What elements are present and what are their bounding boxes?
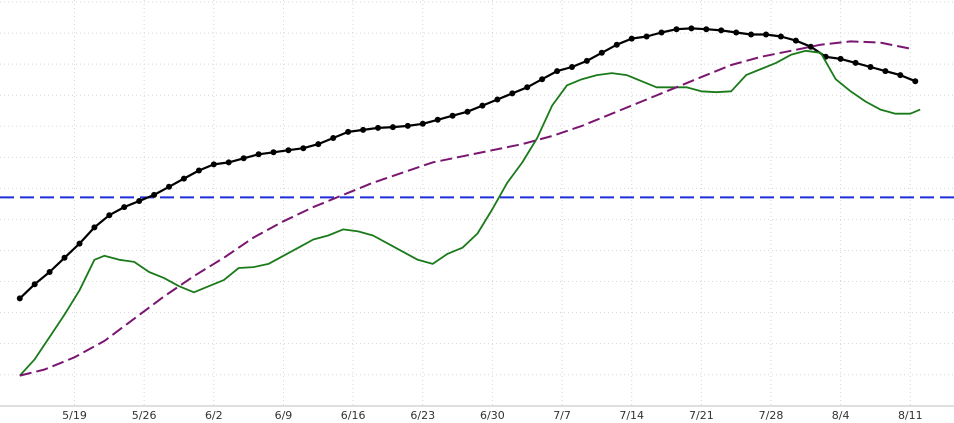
data-point (330, 135, 337, 141)
data-point (539, 76, 546, 83)
series-line (19, 40, 911, 377)
series-line (19, 49, 921, 377)
series-dashed (19, 40, 911, 377)
data-point (345, 128, 352, 135)
data-point (867, 64, 874, 70)
data-point (76, 240, 83, 247)
data-point (673, 26, 680, 33)
data-point (464, 108, 471, 115)
data-point (792, 37, 799, 44)
data-point (718, 27, 725, 34)
data-point (300, 145, 307, 152)
data-point (912, 78, 919, 85)
data-point (166, 183, 172, 190)
x-tick-label: 8/4 (832, 409, 850, 422)
data-point (375, 124, 381, 131)
data-point (240, 155, 247, 162)
data-point (688, 25, 695, 32)
data-point (180, 175, 187, 182)
data-point (360, 126, 367, 133)
data-point (628, 35, 635, 42)
series-solid (19, 49, 921, 377)
x-tick-label: 7/28 (759, 409, 784, 422)
data-point (389, 124, 396, 131)
data-point (285, 147, 292, 154)
series-solid-markers (16, 25, 919, 302)
data-point (315, 141, 322, 148)
data-point (434, 116, 441, 123)
data-point (479, 102, 486, 109)
x-tick-label: 7/21 (689, 409, 714, 422)
data-point (554, 68, 561, 75)
data-point (897, 72, 904, 79)
x-tick-label: 6/23 (410, 409, 435, 422)
data-point (643, 33, 650, 40)
series-layer (16, 25, 921, 377)
data-point (136, 198, 143, 204)
x-tick-label: 6/30 (480, 409, 505, 422)
data-point (91, 224, 98, 231)
data-point (31, 281, 38, 288)
x-tick-labels: 5/19 5/26 6/2 6/9 6/16 6/23 6/30 7/7 7/14 7/21 7/2… (62, 409, 923, 422)
data-point (658, 29, 665, 36)
data-point (777, 33, 784, 40)
data-point (61, 254, 68, 261)
x-tick-label: 6/2 (205, 409, 223, 422)
data-point (748, 31, 755, 38)
data-point (494, 96, 501, 103)
data-point (882, 68, 889, 75)
data-point (106, 212, 113, 219)
data-point (509, 90, 516, 97)
data-point (270, 149, 277, 156)
x-tick-label: 6/16 (341, 409, 366, 422)
x-tick-label: 7/7 (553, 409, 571, 422)
data-point (703, 26, 710, 33)
data-point (733, 29, 740, 36)
x-tick-label: 8/11 (898, 409, 923, 422)
data-point (807, 43, 814, 50)
data-point (852, 59, 859, 66)
data-point (210, 161, 217, 168)
data-point (404, 122, 411, 129)
data-point (151, 191, 158, 198)
data-point (449, 112, 456, 119)
data-point (598, 49, 605, 56)
data-point (225, 159, 232, 166)
data-point (524, 84, 531, 91)
data-point (763, 31, 769, 38)
data-point (16, 295, 23, 302)
x-tick-label: 7/14 (619, 409, 644, 422)
x-tick-label: 5/26 (132, 409, 157, 422)
data-point (613, 41, 620, 48)
data-point (46, 269, 53, 275)
data-point (583, 57, 590, 64)
data-point (195, 167, 202, 174)
x-tick-label: 5/19 (62, 409, 87, 422)
data-point (569, 64, 575, 70)
data-point (419, 120, 426, 127)
x-tick-label: 6/9 (275, 409, 293, 422)
data-point (837, 55, 844, 62)
data-point (121, 204, 128, 211)
data-point (255, 151, 262, 158)
